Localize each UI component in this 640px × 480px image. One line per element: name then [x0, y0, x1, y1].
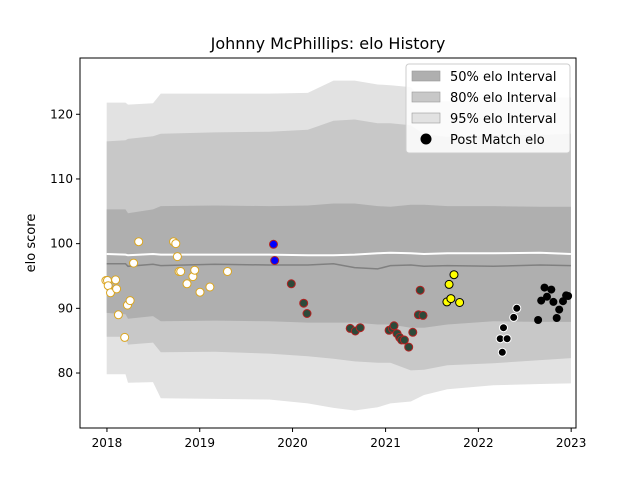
- post-match-elo-point: [509, 312, 519, 322]
- match-series-4: [442, 270, 465, 307]
- x-tick-label: 2022: [463, 436, 494, 450]
- legend-swatch: [411, 112, 441, 124]
- post-match-elo-point: [125, 296, 135, 306]
- match-series-3: [286, 279, 428, 352]
- post-match-elo-point: [552, 314, 561, 322]
- legend-label: 95% elo Interval: [450, 112, 557, 127]
- post-match-elo-point: [286, 279, 296, 289]
- legend-label: Post Match elo: [450, 133, 545, 148]
- post-match-elo-point: [355, 323, 365, 333]
- post-match-elo-point: [555, 305, 564, 314]
- post-match-elo-point: [205, 282, 215, 292]
- y-tick-label: 120: [50, 107, 73, 121]
- mean-elo-line: [106, 262, 571, 270]
- match-series-6: [534, 283, 573, 324]
- legend-swatch: [411, 91, 441, 103]
- match-series-1: [101, 237, 232, 342]
- post-match-elo-point: [444, 279, 454, 289]
- legend-label: 80% elo Interval: [450, 91, 557, 106]
- post-match-elo-point: [171, 239, 181, 249]
- y-tick-label: 80: [58, 366, 73, 380]
- post-match-elo-point: [455, 298, 465, 307]
- y-tick-label: 110: [50, 172, 73, 186]
- post-match-elo-point: [408, 327, 418, 337]
- legend-label: 50% elo Interval: [450, 70, 557, 85]
- post-match-elo-point: [223, 267, 232, 276]
- legend-marker: [420, 133, 432, 145]
- x-tick-label: 2021: [370, 436, 401, 450]
- post-match-elo-point: [512, 303, 522, 313]
- legend-box: [405, 63, 571, 154]
- x-tick-label: 2018: [92, 436, 123, 450]
- x-tick-label: 2019: [184, 436, 215, 450]
- post-match-elo-point: [112, 284, 122, 294]
- median-elo-line: [106, 251, 571, 257]
- legend-swatch: [411, 70, 441, 82]
- post-match-elo-point: [415, 285, 425, 295]
- post-match-elo-point: [543, 292, 551, 301]
- post-match-elo-point: [113, 310, 123, 320]
- post-match-elo-point: [502, 334, 512, 344]
- post-match-elo-point: [120, 332, 130, 342]
- post-match-elo-point: [547, 285, 556, 294]
- post-match-elo-point: [537, 296, 546, 305]
- post-match-elo-point: [111, 275, 121, 285]
- x-tick-label: 2020: [277, 436, 308, 450]
- plot-area: [101, 80, 573, 411]
- post-match-elo-point: [172, 252, 182, 262]
- post-match-elo-point: [389, 321, 399, 331]
- post-match-elo-point: [540, 283, 549, 292]
- post-match-elo-point: [534, 316, 543, 324]
- post-match-elo-point: [549, 297, 558, 306]
- chart-title: Johnny McPhillips: elo History: [210, 34, 446, 53]
- post-match-elo-point: [176, 267, 186, 276]
- post-match-elo-point: [499, 323, 508, 333]
- post-match-elo-point: [129, 258, 139, 268]
- y-tick-label: 90: [58, 301, 73, 315]
- post-match-elo-point: [404, 342, 414, 352]
- post-match-elo-point: [449, 270, 459, 280]
- post-match-elo-point: [497, 347, 507, 357]
- match-series-5: [495, 303, 522, 357]
- legend: 50% elo Interval 80% elo Interval 95% elo …: [405, 63, 571, 154]
- post-match-elo-point: [302, 309, 312, 318]
- post-match-elo-point: [399, 335, 409, 345]
- x-tick-label: 2023: [556, 436, 587, 450]
- match-series-2: [269, 239, 280, 265]
- post-match-elo-point: [190, 265, 200, 275]
- post-match-elo-point: [418, 310, 428, 320]
- y-axis: 80 90 100 110 120: [50, 107, 80, 380]
- post-match-elo-point: [182, 279, 192, 289]
- post-match-elo-point: [564, 292, 573, 300]
- axes-frame: [79, 57, 577, 429]
- post-match-elo-point: [446, 294, 456, 304]
- post-match-elo-point: [270, 256, 280, 265]
- y-tick-label: 100: [50, 237, 73, 251]
- post-match-elo-point: [269, 239, 278, 249]
- y-axis-label: elo score: [24, 214, 39, 273]
- post-match-elo-point: [134, 237, 144, 247]
- x-axis: 2018 2019 2020 2021 2022 2023: [92, 428, 587, 450]
- post-match-elo-point: [299, 298, 309, 308]
- post-match-elo-point: [195, 287, 205, 297]
